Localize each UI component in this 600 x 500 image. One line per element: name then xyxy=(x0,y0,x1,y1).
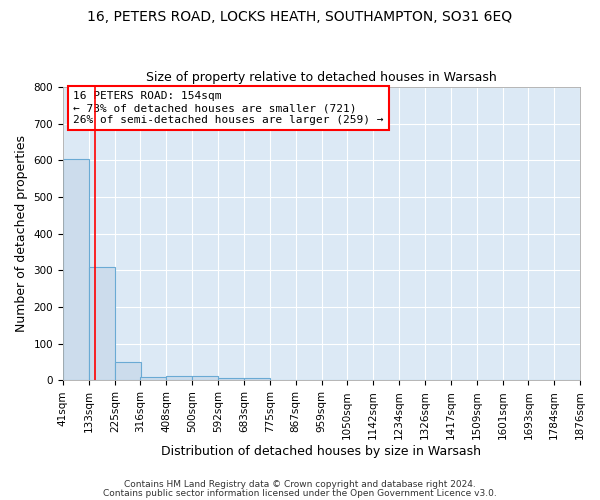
Bar xyxy=(140,377,166,380)
Text: Contains public sector information licensed under the Open Government Licence v3: Contains public sector information licen… xyxy=(103,488,497,498)
Y-axis label: Number of detached properties: Number of detached properties xyxy=(15,136,28,332)
Bar xyxy=(166,376,192,380)
Bar xyxy=(192,376,218,380)
X-axis label: Distribution of detached houses by size in Warsash: Distribution of detached houses by size … xyxy=(161,444,481,458)
Text: 16, PETERS ROAD, LOCKS HEATH, SOUTHAMPTON, SO31 6EQ: 16, PETERS ROAD, LOCKS HEATH, SOUTHAMPTO… xyxy=(88,10,512,24)
Bar xyxy=(89,267,115,380)
Bar xyxy=(115,362,140,380)
Title: Size of property relative to detached houses in Warsash: Size of property relative to detached ho… xyxy=(146,72,497,85)
Bar xyxy=(244,378,270,380)
Text: 16 PETERS ROAD: 154sqm
← 73% of detached houses are smaller (721)
26% of semi-de: 16 PETERS ROAD: 154sqm ← 73% of detached… xyxy=(73,92,384,124)
Text: Contains HM Land Registry data © Crown copyright and database right 2024.: Contains HM Land Registry data © Crown c… xyxy=(124,480,476,489)
Bar xyxy=(63,158,89,380)
Bar xyxy=(218,378,244,380)
